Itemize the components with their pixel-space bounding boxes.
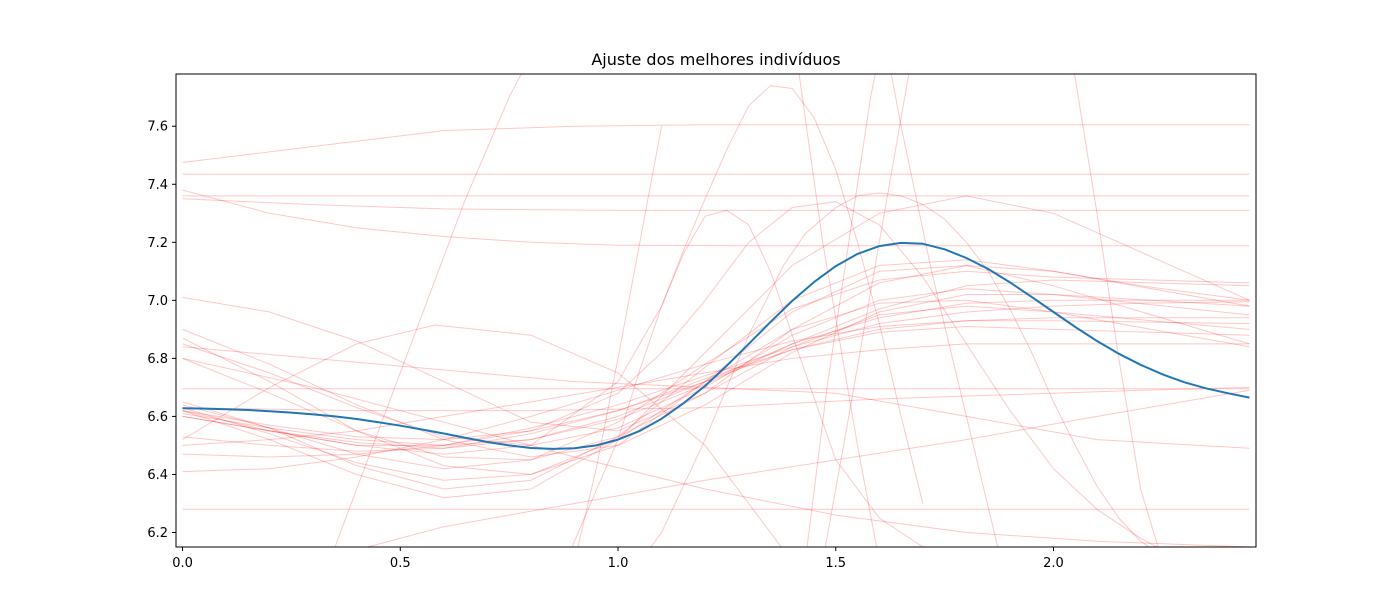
candidate-line-21 — [182, 264, 1250, 476]
y-axis: 6.2 6.4 6.6 6.8 7.0 7.2 7.4 7.6 — [147, 120, 176, 541]
x-tick-label: 1.5 — [825, 556, 846, 571]
candidate-line-32 — [824, 74, 910, 547]
candidate-line-22 — [182, 195, 1250, 499]
x-tick-label: 0.5 — [390, 556, 411, 571]
y-tick-label: 7.6 — [147, 120, 168, 135]
plot-frame — [175, 73, 1257, 548]
candidate-line-12 — [182, 294, 1250, 458]
candidate-line-10 — [182, 299, 1250, 449]
candidate-line-20 — [182, 259, 1250, 490]
candidate-line-31 — [806, 74, 876, 547]
y-tick-label: 7.0 — [147, 294, 168, 309]
best-line-layer — [182, 241, 1250, 450]
y-tick-label: 6.4 — [147, 468, 168, 483]
candidate-line-11 — [182, 288, 1250, 446]
x-tick-label: 0.0 — [172, 556, 193, 571]
chart-title: Ajuste dos melhores indivíduos — [591, 50, 840, 69]
candidate-line-9 — [182, 301, 1250, 458]
x-tick-label: 1.0 — [608, 556, 629, 571]
candidate-line-13 — [182, 317, 1250, 441]
candidate-line-33 — [890, 74, 999, 547]
candidate-line-36 — [365, 389, 1250, 547]
x-tick-label: 2.0 — [1043, 556, 1064, 571]
candidate-line-24 — [182, 264, 1250, 432]
candidate-line-8 — [182, 324, 782, 547]
y-tick-label: 6.6 — [147, 410, 168, 425]
candidate-line-17 — [182, 270, 1250, 470]
candidate-line-1 — [182, 124, 1250, 163]
candidate-line-14 — [182, 320, 1250, 473]
candidate-line-27 — [571, 85, 924, 547]
y-tick-label: 7.4 — [147, 178, 168, 193]
candidate-line-18 — [182, 305, 1250, 461]
candidate-line-25 — [182, 201, 1158, 547]
y-tick-label: 7.2 — [147, 236, 168, 251]
candidate-line-23 — [182, 343, 1250, 446]
candidate-lines — [182, 74, 1250, 547]
best-line — [182, 241, 1250, 450]
candidate-line-35 — [1074, 74, 1159, 547]
candidate-line-5 — [182, 189, 1250, 247]
candidate-line-39 — [182, 346, 1250, 449]
candidate-line-19 — [182, 299, 1250, 481]
candidate-line-16 — [182, 279, 1250, 446]
y-tick-label: 6.2 — [147, 526, 168, 541]
candidate-line-29 — [334, 74, 522, 547]
candidate-line-37 — [182, 357, 1250, 547]
candidate-line-38 — [182, 386, 1250, 412]
candidate-line-4 — [182, 198, 1250, 211]
candidate-line-26 — [182, 209, 925, 547]
candidate-line-30 — [577, 126, 663, 547]
candidate-line-15 — [182, 325, 1250, 452]
x-axis: 0.0 0.5 1.0 1.5 2.0 — [172, 547, 1064, 571]
candidate-line-34 — [798, 74, 878, 547]
y-tick-label: 6.8 — [147, 352, 168, 367]
candidate-line-28 — [650, 192, 1151, 547]
